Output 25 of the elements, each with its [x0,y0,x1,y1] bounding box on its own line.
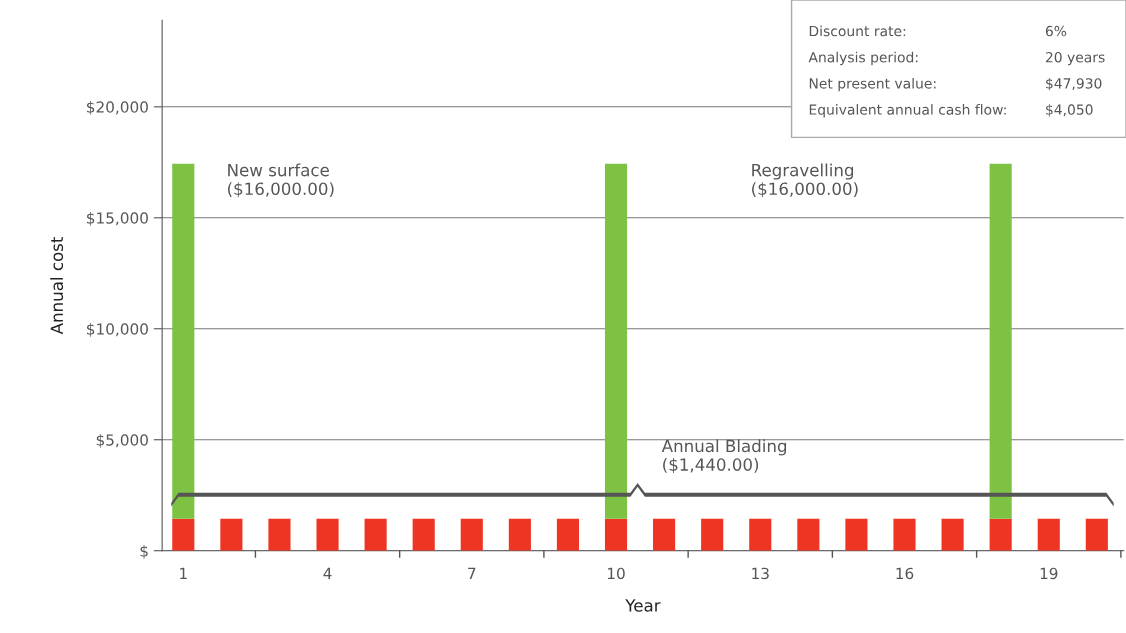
x-tick-label: 19 [1040,567,1058,580]
y-tick-label: $ [140,544,148,559]
x-tick-label: 1 [180,567,187,579]
annotation: Discount rate: [809,25,906,37]
annotation: Equivalent annual cash flow: [809,104,1006,118]
x-axis-title: Year [625,599,661,612]
x-tick-label: 13 [752,567,769,580]
y-tick-label: $15,000 [87,211,148,226]
annotation: $47,930 [1046,77,1102,91]
y-tick-label: $20,000 [87,101,148,115]
annotation: Analysis period: [808,51,918,66]
y-tick-label: $5,000 [96,433,148,448]
annotation: New surface ($16,000.00) [228,163,334,198]
annotation: Annual Blading ($1,440.00) [661,439,787,474]
annotation: $4,050 [1046,104,1093,117]
annotation: Net present value: [809,77,936,92]
y-tick-label: $10,000 [87,322,148,337]
annotation: 6% [1045,25,1067,37]
annotation: Regravelling ($16,000.00) [752,163,858,198]
annotation: 20 years [1045,51,1105,66]
x-tick-label: 10 [607,567,625,580]
x-tick-label: 4 [323,567,332,579]
x-tick-label: 7 [468,567,476,579]
x-tick-label: 16 [896,567,914,580]
y-axis-title: Annual cost [50,236,64,335]
